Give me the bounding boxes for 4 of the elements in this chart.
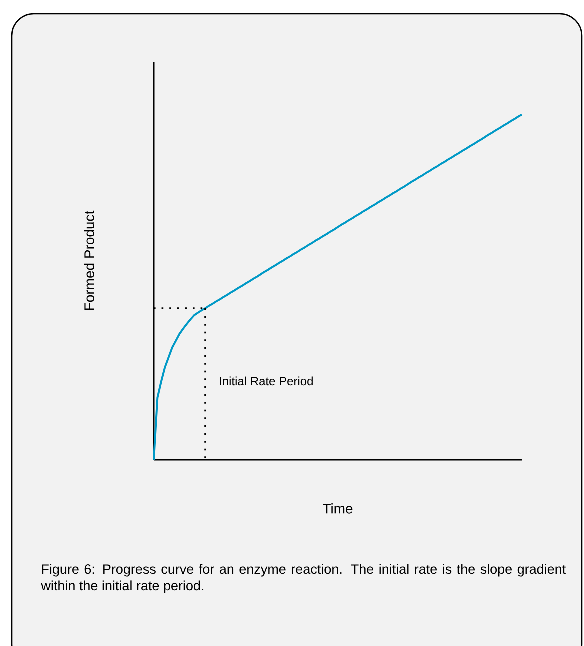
- y-axis-title: Formed Product: [84, 210, 94, 310]
- annotation: Initial Rate Period: [220, 376, 313, 386]
- x-axis-title: Time: [323, 504, 353, 514]
- caption: Figure 6: Progress curve for an enzyme reaction. The initial rate is the slope gradient within the initial rate period.: [41, 564, 566, 594]
